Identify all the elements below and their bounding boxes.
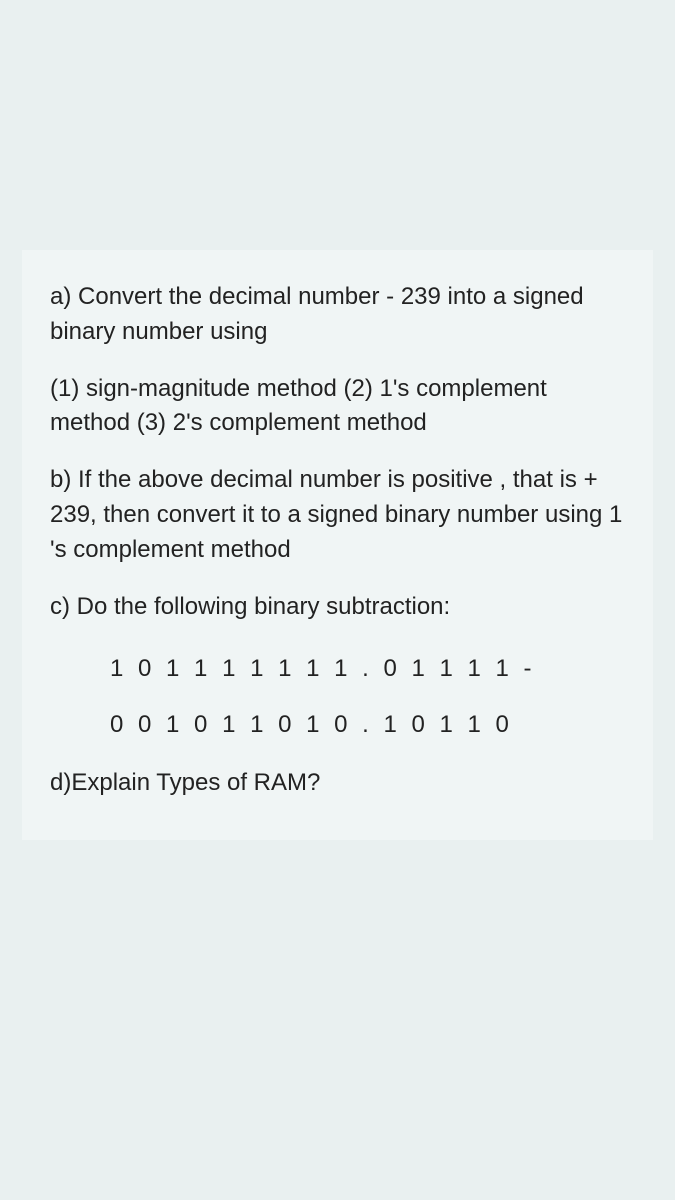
question-c-line2: 0 0 1 0 1 1 0 1 0 . 1 0 1 1 0 bbox=[50, 702, 625, 748]
question-a-methods: (1) sign-magnitude method (2) 1's comple… bbox=[50, 372, 625, 442]
question-card: a) Convert the decimal number - 239 into… bbox=[22, 250, 653, 840]
question-a-intro: a) Convert the decimal number - 239 into… bbox=[50, 280, 625, 350]
question-d: d)Explain Types of RAM? bbox=[50, 766, 625, 801]
question-c-intro: c) Do the following binary subtraction: bbox=[50, 590, 625, 625]
question-c-line1: 1 0 1 1 1 1 1 1 1 . 0 1 1 1 1 - bbox=[50, 646, 625, 692]
question-b: b) If the above decimal number is positi… bbox=[50, 463, 625, 567]
